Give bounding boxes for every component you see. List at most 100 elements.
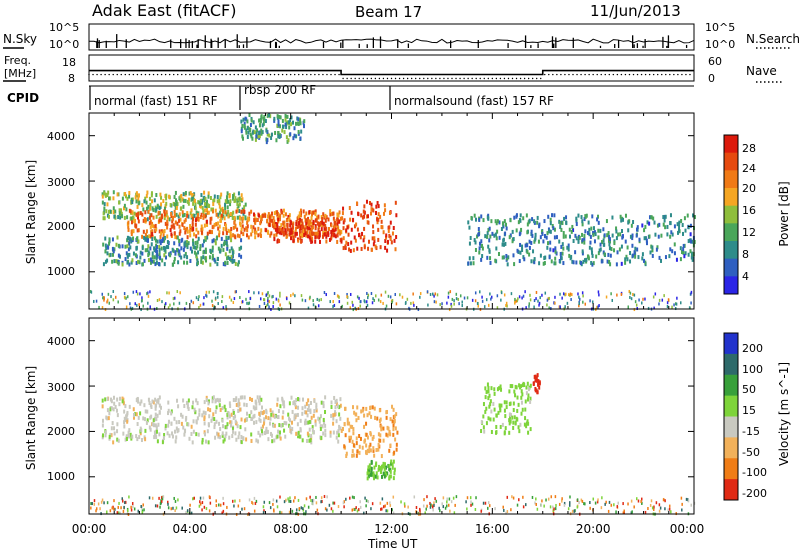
- power-echo-cell: [175, 200, 178, 205]
- velocity-echo-cell: [234, 414, 237, 419]
- power-echo-cell: [577, 213, 580, 218]
- power-echo-cell: [208, 290, 210, 294]
- power-echo-cell: [348, 247, 351, 252]
- power-echo-cell: [608, 237, 611, 242]
- nave-dot: [213, 73, 215, 76]
- power-echo-cell: [151, 223, 154, 228]
- power-echo-cell: [193, 232, 196, 237]
- velocity-echo-cell: [121, 497, 124, 501]
- power-echo-cell: [128, 236, 131, 241]
- power-echo-cell: [652, 295, 655, 299]
- power-echo-cell: [264, 118, 267, 123]
- power-echo-cell: [666, 305, 669, 309]
- power-echo-cell: [129, 306, 132, 310]
- power-echo-cell: [115, 259, 118, 264]
- velocity-echo-cell: [504, 414, 507, 419]
- power-echo-cell: [629, 234, 632, 239]
- nave-dot: [415, 77, 417, 80]
- power-echo-cell: [192, 245, 195, 250]
- power-echo-cell: [90, 290, 93, 294]
- power-echo-cell: [315, 215, 318, 220]
- power-echo-cell: [140, 308, 142, 312]
- velocity-echo-cell: [253, 413, 256, 418]
- nave-dot: [523, 77, 526, 80]
- velocity-echo-cell: [201, 440, 204, 445]
- power-echo-cell: [169, 253, 172, 258]
- power-echo-cell: [692, 213, 695, 218]
- power-echo-cell: [522, 294, 525, 298]
- power-echo-cell: [125, 207, 128, 212]
- power-echo-cell: [221, 295, 224, 299]
- velocity-echo-cell: [413, 495, 416, 499]
- velocity-echo-cell: [156, 413, 159, 418]
- power-echo-cell: [190, 213, 193, 218]
- power-echo-cell: [130, 220, 133, 225]
- power-echo-cell: [134, 223, 137, 228]
- time-axis: 00:00 04:00 08:00 12:00 16:00 20:00 00:0…: [72, 522, 705, 551]
- power-echo-cell: [201, 226, 204, 231]
- power-echo-cell: [200, 256, 203, 261]
- velocity-echo-cell: [315, 495, 317, 499]
- power-echo-cell: [135, 245, 138, 250]
- power-echo-cell: [607, 235, 610, 240]
- power-echo-cell: [265, 304, 268, 308]
- cpid-mode-1: rbsp 200 RF: [244, 83, 316, 97]
- power-echo-cell: [199, 247, 202, 252]
- velocity-echo-cell: [384, 504, 386, 508]
- velocity-echo-cell: [383, 466, 386, 471]
- power-echo-cell: [231, 248, 234, 253]
- velocity-echo-cell: [160, 499, 162, 503]
- power-echo-cell: [635, 227, 638, 232]
- power-echo-cell: [296, 121, 299, 126]
- velocity-echo-cell: [310, 415, 313, 420]
- velocity-echo-cell: [194, 410, 197, 415]
- power-echo-cell: [203, 198, 206, 203]
- power-echo-cell: [139, 211, 142, 216]
- velocity-echo-cell: [120, 506, 122, 510]
- velocity-echo-cell: [230, 420, 233, 425]
- power-echo-cell: [183, 254, 186, 259]
- velocity-echo-cell: [352, 453, 355, 458]
- velocity-echo-cell: [190, 432, 193, 437]
- power-echo-cell: [270, 231, 273, 236]
- velocity-echo-cell: [299, 418, 302, 423]
- power-echo-cell: [512, 253, 515, 258]
- velocity-echo-cell: [303, 410, 306, 415]
- velocity-echo-cell: [171, 431, 174, 436]
- power-echo-cell: [155, 249, 158, 254]
- velocity-echo-cell: [259, 418, 262, 423]
- power-echo-cell: [222, 306, 225, 310]
- power-echo-cell: [591, 262, 594, 267]
- power-echo-cell: [153, 236, 156, 241]
- power-echo-cell: [286, 114, 289, 119]
- power-echo-cell: [583, 258, 586, 263]
- power-echo-cell: [178, 249, 181, 254]
- velocity-echo-cell: [250, 410, 253, 415]
- power-echo-cell: [189, 191, 192, 196]
- power-echo-cell: [367, 246, 370, 251]
- power-echo-cell: [641, 301, 643, 305]
- velocity-echo-cell: [377, 432, 380, 437]
- power-echo-cell: [129, 302, 131, 306]
- power-echo-cell: [363, 226, 366, 231]
- velocity-echo-cell: [111, 506, 113, 510]
- velocity-echo-cell: [125, 434, 128, 439]
- power-echo-cell: [664, 225, 667, 230]
- velocity-echo-cell: [204, 411, 207, 416]
- velocity-echo-cell: [334, 405, 337, 410]
- power-echo-cell: [367, 293, 370, 297]
- power-echo-cell: [359, 304, 362, 308]
- power-echo-cell: [154, 238, 157, 243]
- power-echo-cell: [329, 212, 332, 217]
- power-echo-cell: [633, 308, 636, 312]
- power-echo-cell: [669, 221, 672, 226]
- power-echo-cell: [243, 205, 246, 210]
- power-echo-cell: [514, 299, 516, 303]
- power-echo-cell: [332, 211, 335, 216]
- power-echo-cell: [138, 303, 140, 307]
- velocity-echo-cell: [317, 416, 320, 421]
- power-echo-cell: [141, 251, 144, 256]
- power-echo-cell: [195, 296, 198, 300]
- velocity-echo-cell: [372, 446, 375, 451]
- power-echo-cell: [648, 215, 651, 220]
